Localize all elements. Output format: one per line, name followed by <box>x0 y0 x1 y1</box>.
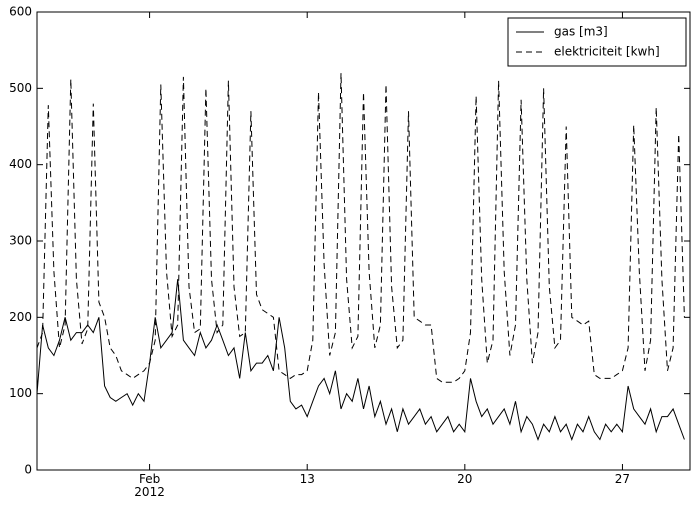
x-tick-label: 27 <box>614 472 631 486</box>
legend-label: elektriciteit [kwh] <box>554 45 660 59</box>
y-tick-label: 500 <box>9 81 32 95</box>
x-tick-label: Feb 2012 <box>134 472 165 499</box>
series-line <box>36 73 685 383</box>
y-tick-label: 0 <box>24 463 32 477</box>
y-tick-label: 100 <box>9 386 32 400</box>
series-line <box>36 279 685 441</box>
plot-frame <box>36 11 691 471</box>
legend-label: gas [m3] <box>554 25 608 39</box>
x-tick-label: 20 <box>457 472 473 486</box>
legend-box <box>507 17 687 67</box>
y-tick-label: 400 <box>9 157 32 171</box>
y-tick-label: 600 <box>9 5 32 19</box>
y-tick-label: 200 <box>9 310 32 324</box>
x-tick-label: 13 <box>299 472 315 486</box>
y-tick-label: 300 <box>9 234 32 248</box>
